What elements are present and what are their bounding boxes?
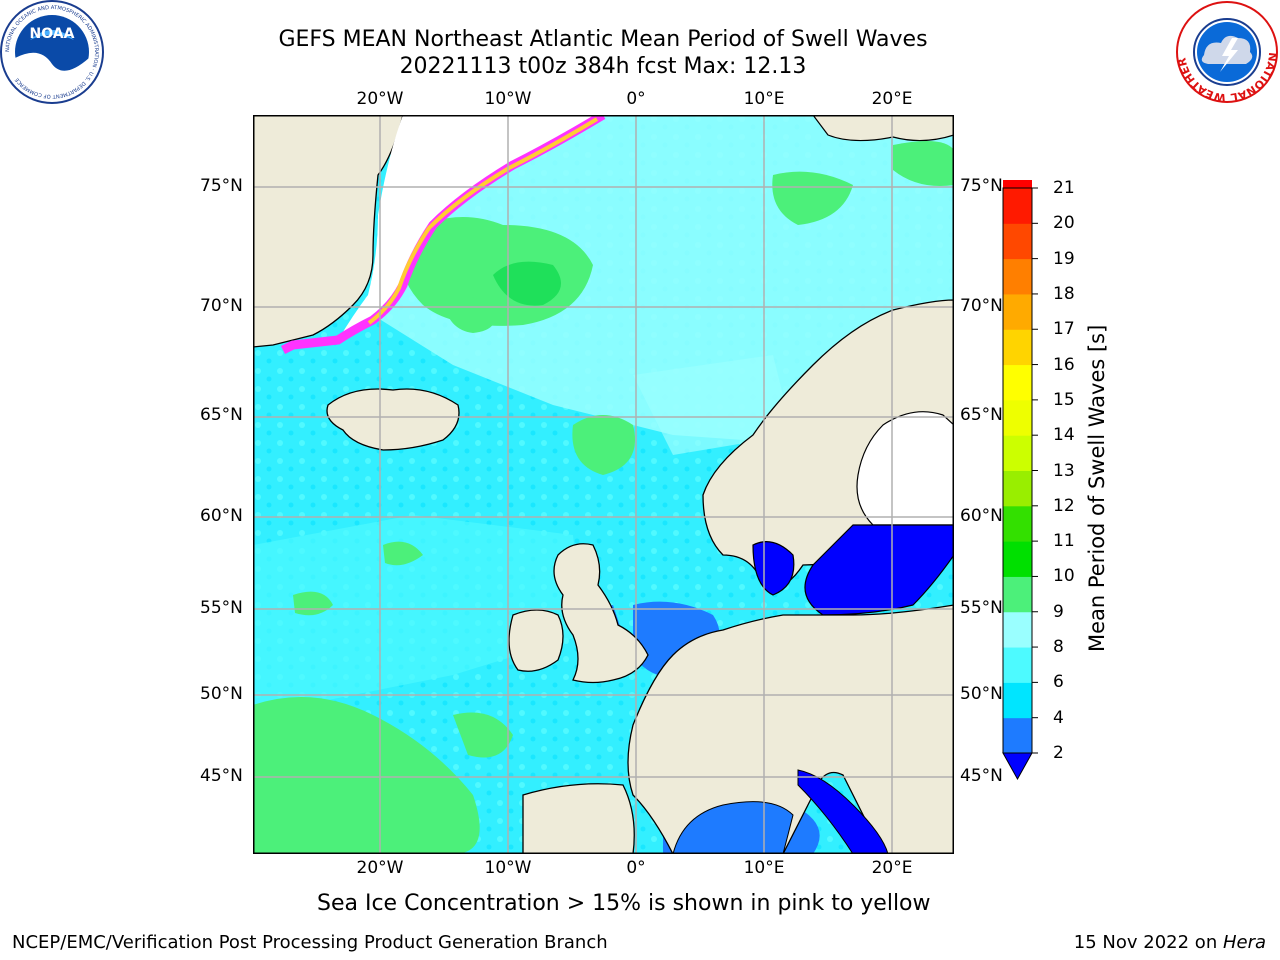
lat-label-left: 50°N xyxy=(200,684,243,704)
lat-label-right: 65°N xyxy=(960,405,1003,425)
chart-title: GEFS MEAN Northeast Atlantic Mean Period… xyxy=(278,27,928,52)
iberia xyxy=(522,783,635,854)
chart-subtitle: 20221113 t00z 384h fcst Max: 12.13 xyxy=(399,54,807,79)
lon-label-bottom: 0° xyxy=(626,858,646,878)
footer-date: 15 Nov 2022 on Hera xyxy=(1074,932,1266,953)
graticule xyxy=(253,115,954,854)
lat-label-right: 75°N xyxy=(960,176,1003,196)
colorbar-tick-label: 15 xyxy=(1053,389,1075,410)
colorbar-segment xyxy=(1003,611,1032,648)
lat-label-left: 45°N xyxy=(200,766,243,786)
gulf-of-bothnia xyxy=(856,411,954,526)
colorbar-segment xyxy=(1003,505,1032,542)
colorbar-title: Mean Period of Swell Waves [s] xyxy=(1085,324,1109,652)
colorbar-tick-label: 9 xyxy=(1053,601,1064,622)
colorbar-extension xyxy=(1002,752,1033,781)
colorbar-segment xyxy=(1003,399,1032,436)
colorbar-tick-label: 10 xyxy=(1053,566,1075,587)
sea-ice xyxy=(338,115,603,340)
lat-label-right: 70°N xyxy=(960,296,1003,316)
footer-machine: Hera xyxy=(1222,932,1266,953)
map-frame xyxy=(253,115,954,854)
lat-label-right: 60°N xyxy=(960,506,1003,526)
colorbar-segment xyxy=(1003,435,1032,471)
colorbar-segment xyxy=(1003,293,1032,330)
colorbar-segment xyxy=(1003,258,1032,295)
iceland xyxy=(326,388,460,451)
footer-branch: NCEP/EMC/Verification Post Processing Pr… xyxy=(12,932,608,953)
mediterranean xyxy=(672,801,794,854)
colorbar-tick-label: 11 xyxy=(1053,531,1075,552)
colorbar-tick-label: 19 xyxy=(1053,248,1075,269)
colorbar-segment xyxy=(1003,576,1032,613)
lat-label-right: 45°N xyxy=(960,766,1003,786)
colorbar-tick-label: 14 xyxy=(1053,425,1075,446)
colorbar-tick-label: 4 xyxy=(1053,707,1064,728)
ice-edge-yellow xyxy=(367,117,599,325)
colorbar-segment xyxy=(1003,470,1032,507)
colorbar-tick-label: 16 xyxy=(1053,354,1075,375)
colorbar-tick-label: 12 xyxy=(1053,495,1075,516)
colorbar-tick-label: 17 xyxy=(1053,319,1075,340)
lon-label-top: 0° xyxy=(626,89,646,109)
kattegat xyxy=(752,541,795,596)
lon-label-top: 10°W xyxy=(484,89,532,109)
colorbar-segment xyxy=(1003,541,1032,577)
lon-label-top: 10°E xyxy=(743,89,785,109)
colorbar-tick-label: 6 xyxy=(1053,672,1064,693)
colorbar-segment xyxy=(1003,364,1032,401)
lat-label-right: 55°N xyxy=(960,598,1003,618)
adriatic xyxy=(797,769,889,854)
colorbar xyxy=(1002,180,1038,781)
colorbar-tick-label: 2 xyxy=(1053,743,1064,763)
lon-label-top: 20°W xyxy=(356,89,404,109)
map xyxy=(253,115,954,854)
lat-label-left: 65°N xyxy=(200,405,243,425)
colorbar-tick-label: 8 xyxy=(1053,637,1064,658)
noaa-logo-text: NOAA xyxy=(30,26,75,42)
ireland xyxy=(508,609,564,672)
colorbar-tick-label: 18 xyxy=(1053,283,1075,304)
colorbar-segment xyxy=(1003,717,1032,754)
colorbar-tick-label: 20 xyxy=(1053,213,1075,234)
lon-label-bottom: 20°W xyxy=(356,858,404,878)
colorbar-tick-label: 13 xyxy=(1053,460,1075,481)
lat-label-left: 70°N xyxy=(200,296,243,316)
greenland xyxy=(253,115,404,348)
colorbar-segment xyxy=(1003,188,1032,224)
colorbar-segment xyxy=(1003,682,1032,719)
svalbard xyxy=(812,115,954,142)
nws-logo: NATIONAL WEATHER SERVICE xyxy=(1176,0,1279,104)
footer-date-text: 15 Nov 2022 on xyxy=(1073,932,1223,953)
lat-label-right: 50°N xyxy=(960,684,1003,704)
lat-label-left: 75°N xyxy=(200,176,243,196)
colorbar-segment xyxy=(1003,329,1032,366)
noaa-logo: NOAA NATIONAL OCEANIC AND ATMOSPHERIC AD… xyxy=(0,0,104,104)
colorbar-tick-label: 21 xyxy=(1053,178,1075,198)
colorbar-segment xyxy=(1003,223,1032,260)
lon-label-bottom: 10°E xyxy=(743,858,785,878)
colorbar-segment xyxy=(1003,180,1032,189)
colorbar-segment xyxy=(1003,647,1032,683)
lon-label-top: 20°E xyxy=(871,89,913,109)
lon-label-bottom: 20°E xyxy=(871,858,913,878)
lat-label-left: 60°N xyxy=(200,506,243,526)
ice-caption: Sea Ice Concentration > 15% is shown in … xyxy=(317,891,931,916)
lat-label-left: 55°N xyxy=(200,598,243,618)
lon-label-bottom: 10°W xyxy=(484,858,532,878)
great-britain xyxy=(553,543,649,684)
